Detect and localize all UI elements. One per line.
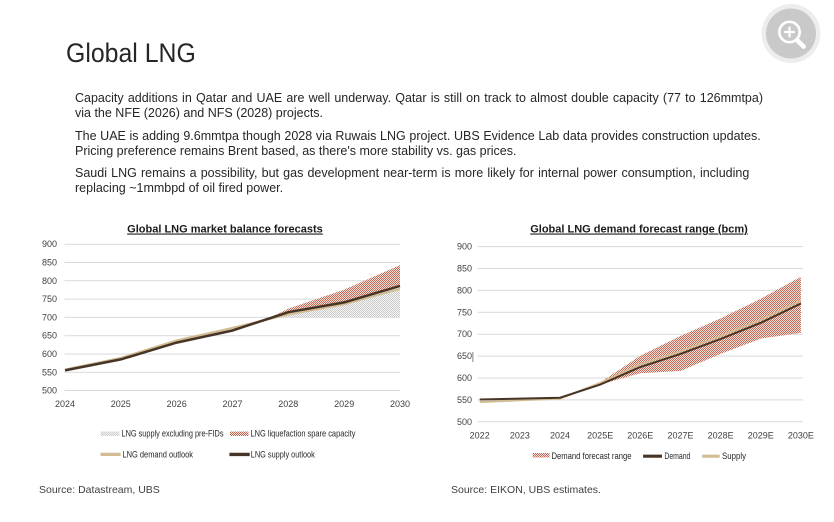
svg-text:LNG liquefaction spare capacit: LNG liquefaction spare capacity: [251, 429, 356, 440]
svg-text:2029E: 2029E: [748, 431, 774, 441]
svg-text:500: 500: [457, 417, 472, 427]
svg-text:550: 550: [42, 367, 57, 377]
svg-text:750: 750: [457, 307, 472, 317]
svg-text:850: 850: [42, 258, 57, 268]
svg-text:2022: 2022: [470, 431, 490, 441]
svg-text:LNG supply excluding pre-FIDs: LNG supply excluding pre-FIDs: [122, 429, 224, 440]
svg-text:750: 750: [42, 294, 57, 304]
svg-text:LNG supply outlook: LNG supply outlook: [251, 450, 315, 461]
svg-text:650: 650: [457, 351, 472, 361]
svg-text:Demand forecast range: Demand forecast range: [552, 451, 632, 462]
svg-text:2024: 2024: [550, 431, 570, 441]
svg-text:Demand: Demand: [664, 451, 690, 462]
svg-text:2027: 2027: [222, 399, 242, 409]
svg-text:2028E: 2028E: [708, 431, 734, 441]
svg-text:800: 800: [42, 276, 57, 286]
svg-text:600: 600: [457, 373, 472, 383]
svg-text:2029: 2029: [334, 399, 354, 409]
svg-text:700: 700: [457, 329, 472, 339]
svg-text:2025E: 2025E: [587, 431, 613, 441]
svg-text:2030: 2030: [390, 399, 410, 409]
svg-text:Global LNG market balance fore: Global LNG market balance forecasts: [127, 224, 323, 236]
svg-text:2023: 2023: [510, 431, 530, 441]
svg-text:900: 900: [42, 239, 57, 249]
svg-text:550: 550: [457, 395, 472, 405]
svg-text:850: 850: [457, 264, 472, 274]
svg-text:900: 900: [457, 242, 472, 252]
svg-text:Supply: Supply: [722, 451, 746, 462]
svg-text:800: 800: [457, 285, 472, 295]
svg-text:LNG demand outlook: LNG demand outlook: [123, 450, 194, 461]
svg-text:700: 700: [42, 312, 57, 322]
svg-text:500: 500: [42, 386, 57, 396]
svg-text:2026E: 2026E: [627, 431, 653, 441]
svg-text:2025: 2025: [111, 399, 131, 409]
svg-text:2027E: 2027E: [667, 431, 693, 441]
svg-text:Global LNG demand forecast ran: Global LNG demand forecast range (bcm): [530, 224, 748, 236]
svg-text:650: 650: [42, 331, 57, 341]
svg-text:2026: 2026: [167, 399, 187, 409]
svg-text:2030E: 2030E: [788, 431, 814, 441]
svg-text:2028: 2028: [278, 399, 298, 409]
svg-text:600: 600: [42, 349, 57, 359]
svg-text:2024: 2024: [55, 399, 75, 409]
